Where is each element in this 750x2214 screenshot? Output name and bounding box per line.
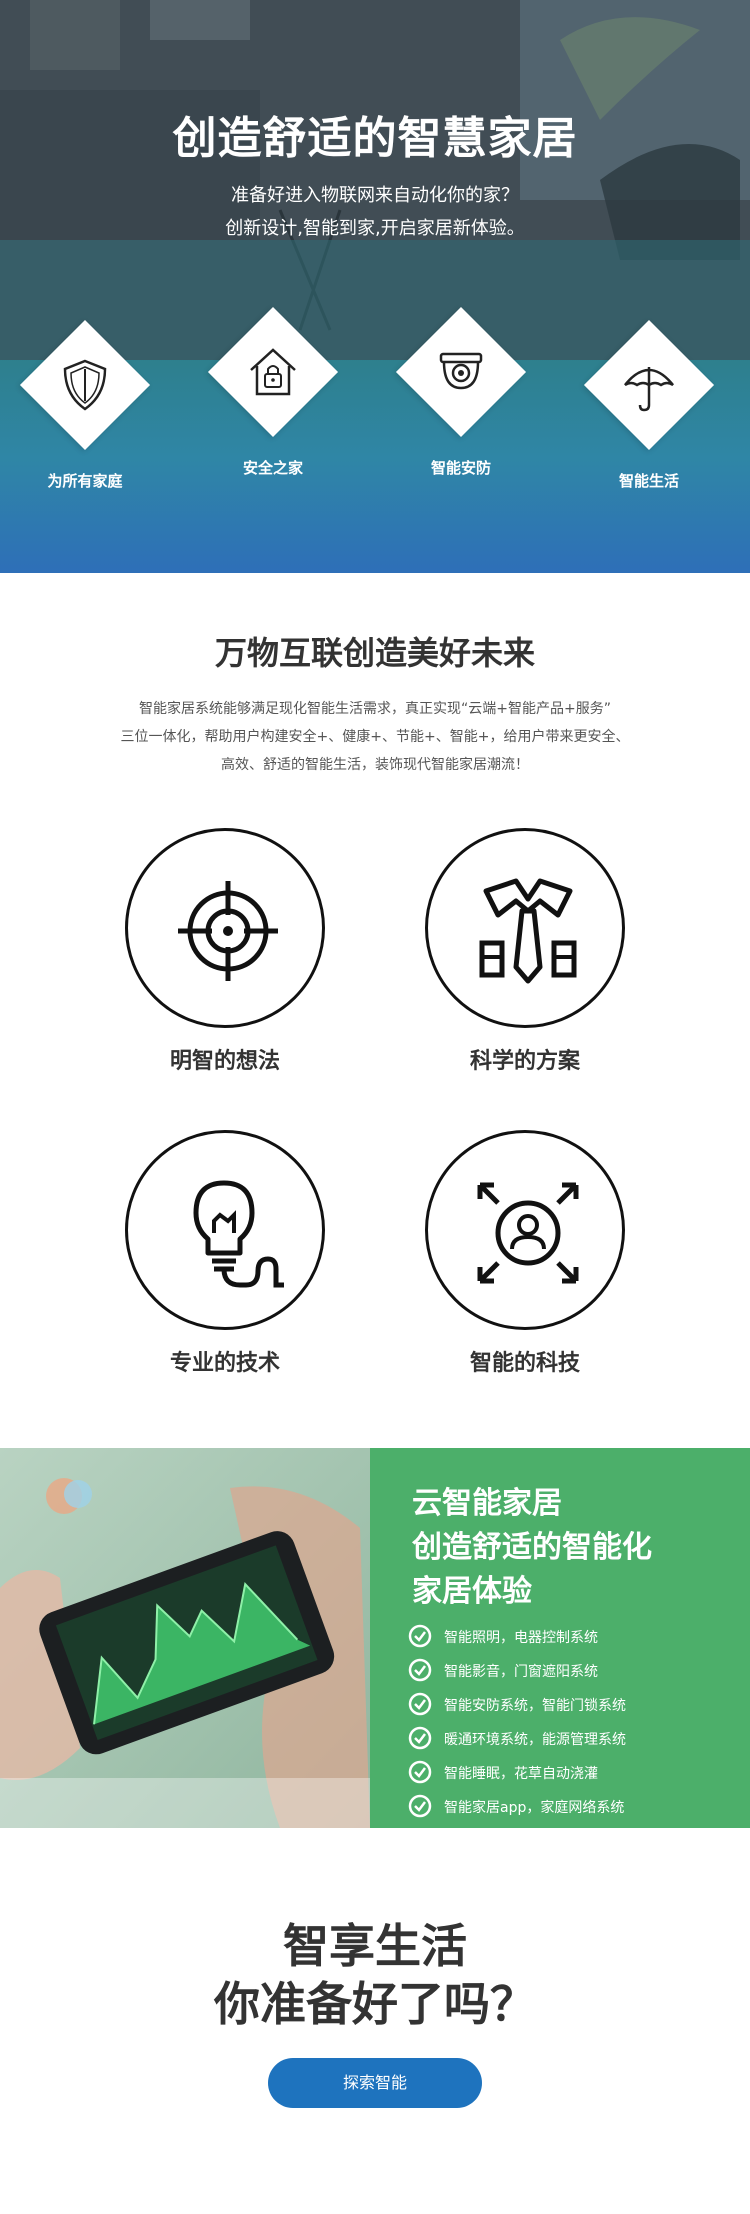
hero-subtitle: 准备好进入物联网来自动化你的家？	[231, 185, 519, 206]
shield-icon	[63, 359, 107, 411]
cloud-section: 云智能家居 创造舒适的智能化 家居体验 智能照明，电器控制系统 智能影音，门窗遮…	[0, 1448, 750, 1828]
intro-paragraph: 三位一体化，帮助用户构建安全+、健康+、节能+、智能+，给用户带来更安全、	[120, 729, 630, 745]
section-title: 万物互联创造美好未来	[214, 634, 535, 672]
pillar-circle	[425, 1130, 625, 1330]
tablet-photo	[0, 1448, 370, 1828]
cloud-title: 家居体验	[412, 1574, 532, 1609]
feature-card[interactable]: 智能安防	[395, 0, 527, 573]
feature-card[interactable]: 为所有家庭	[19, 0, 151, 573]
security-camera-icon	[439, 352, 483, 390]
check-circle-icon	[408, 1658, 432, 1682]
feature-label: 为所有家庭	[47, 472, 123, 490]
cta-heading: 智享生活	[283, 1919, 467, 1973]
cloud-panel: 云智能家居 创造舒适的智能化 家居体验 智能照明，电器控制系统 智能影音，门窗遮…	[370, 1448, 750, 1828]
pillar-circle	[125, 1130, 325, 1330]
check-circle-icon	[408, 1760, 432, 1784]
pillar-card[interactable]: 科学的方案	[415, 828, 635, 1088]
target-icon	[178, 881, 278, 981]
hero-subtitle: 创新设计,智能到家,开启家居新体验。	[225, 218, 525, 239]
feature-card[interactable]: 安全之家	[207, 0, 339, 573]
pillar-label: 明智的想法	[169, 1049, 280, 1074]
list-item-text: 智能影音，门窗遮阳系统	[444, 1664, 598, 1680]
pillar-circle	[425, 828, 625, 1028]
check-circle-icon	[408, 1794, 432, 1818]
pillar-card[interactable]: 智能的科技	[415, 1130, 635, 1390]
list-item-text: 智能睡眠，花草自动浇灌	[444, 1766, 598, 1782]
cloud-title: 云智能家居	[412, 1486, 562, 1521]
house-lock-icon	[250, 348, 296, 396]
cta-heading: 你准备好了吗？	[214, 1977, 536, 2031]
hero-title: 创造舒适的智慧家居	[172, 113, 578, 164]
umbrella-icon	[624, 367, 674, 412]
list-item-text: 智能照明，电器控制系统	[444, 1630, 598, 1646]
feature-label: 安全之家	[242, 459, 303, 477]
cloud-title: 创造舒适的智能化	[412, 1530, 652, 1565]
pillar-label: 科学的方案	[469, 1049, 580, 1074]
tie-icon	[479, 878, 577, 984]
pillar-card[interactable]: 专业的技术	[115, 1130, 335, 1390]
check-circle-icon	[408, 1692, 432, 1716]
pillar-label: 专业的技术	[169, 1351, 280, 1376]
lightbulb-icon	[193, 1180, 284, 1288]
pillar-label: 智能的科技	[469, 1351, 580, 1376]
intro-paragraph: 智能家居系统能够满足现化智能生活需求，真正实现“云端+智能产品+服务”	[139, 701, 611, 717]
list-item-text: 智能安防系统，智能门锁系统	[444, 1698, 626, 1714]
list-item-text: 暖通环境系统，能源管理系统	[444, 1732, 626, 1748]
list-item-text: 智能家居app，家庭网络系统	[444, 1800, 625, 1816]
check-circle-icon	[408, 1624, 432, 1648]
user-expand-icon	[477, 1182, 579, 1284]
pillar-card[interactable]: 明智的想法	[115, 828, 335, 1088]
feature-label: 智能安防	[430, 459, 491, 477]
hero-background-image	[0, 0, 750, 360]
feature-card[interactable]: 智能生活	[583, 0, 715, 573]
feature-label: 智能生活	[618, 472, 679, 490]
hero-banner: 创造舒适的智慧家居 准备好进入物联网来自动化你的家？ 创新设计,智能到家,开启家…	[0, 0, 750, 573]
explore-button[interactable]: 探索智能	[268, 2058, 482, 2108]
pillar-circle	[125, 828, 325, 1028]
intro-paragraph: 高效、舒适的智能生活，装饰现代智能家居潮流！	[221, 757, 529, 773]
check-circle-icon	[408, 1726, 432, 1750]
